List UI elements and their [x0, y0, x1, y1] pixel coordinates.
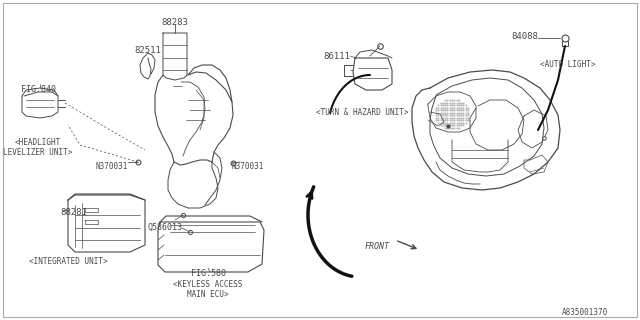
Text: <INTEGRATED UNIT>: <INTEGRATED UNIT>	[29, 257, 108, 266]
Text: 88283: 88283	[161, 18, 188, 27]
Text: N370031: N370031	[232, 162, 264, 171]
Text: FIG.580: FIG.580	[191, 269, 225, 278]
Text: A835001370: A835001370	[562, 308, 608, 317]
Text: MAIN ECU>: MAIN ECU>	[187, 290, 229, 299]
Text: FIG.840: FIG.840	[20, 85, 56, 94]
Text: <TURN & HAZARD UNIT>: <TURN & HAZARD UNIT>	[316, 108, 408, 117]
Text: 88281: 88281	[60, 208, 87, 217]
Text: <AUTO LIGHT>: <AUTO LIGHT>	[540, 60, 596, 69]
Text: 82511: 82511	[134, 46, 161, 55]
Text: N370031: N370031	[95, 162, 128, 171]
Text: LEVELIZER UNIT>: LEVELIZER UNIT>	[3, 148, 73, 157]
Text: <HEADLIGHT: <HEADLIGHT	[15, 138, 61, 147]
Text: <KEYLESS ACCESS: <KEYLESS ACCESS	[173, 280, 243, 289]
Text: FRONT: FRONT	[365, 242, 390, 251]
Text: 84088: 84088	[511, 32, 538, 41]
Text: Q586013: Q586013	[147, 223, 182, 232]
Text: 86111: 86111	[323, 52, 350, 61]
